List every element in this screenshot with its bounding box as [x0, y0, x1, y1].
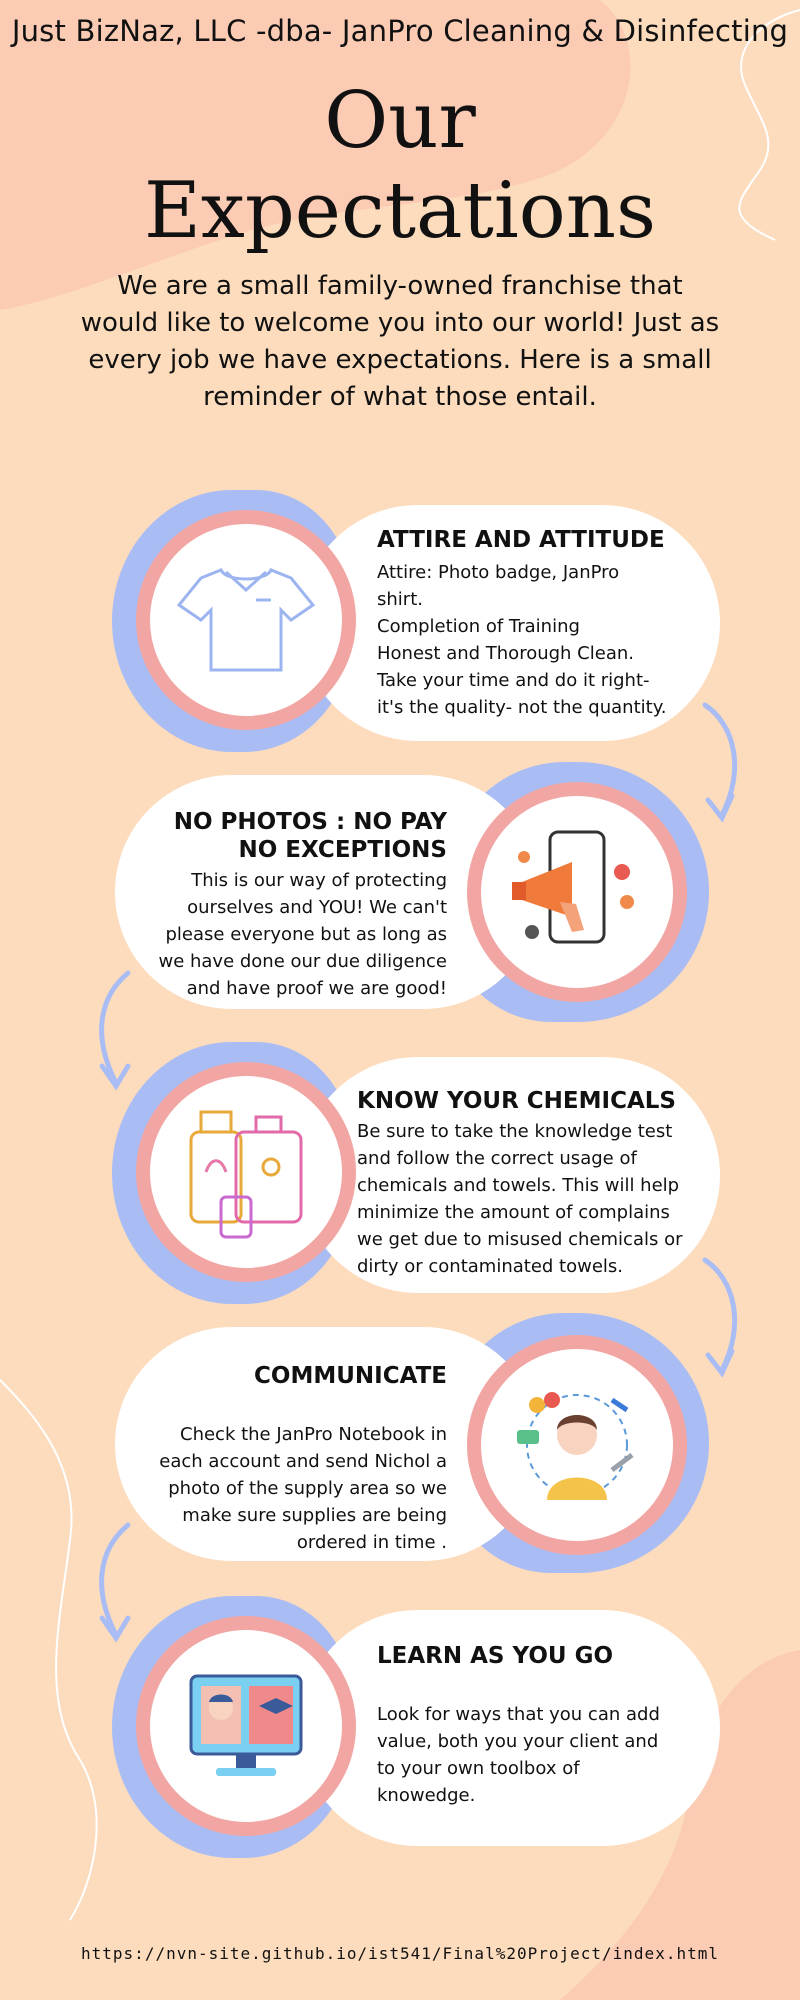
chemical-bottles-icon [189, 1110, 303, 1239]
heading-line: NO EXCEPTIONS [238, 837, 448, 863]
section-card [300, 505, 720, 741]
icon-ring [467, 782, 687, 1002]
section-card [300, 1057, 720, 1293]
title-line-1: Our [324, 76, 476, 166]
section-body: This is our way of protecting ourselves … [158, 870, 447, 999]
section-body: Look for ways that you can add value, bo… [377, 1704, 660, 1806]
curved-arrow-icon [702, 702, 738, 823]
curved-arrow-icon [702, 1257, 738, 1378]
section-body: Attire: Photo badge, JanPro shirt. Compl… [377, 559, 667, 721]
section-heading: COMMUNICATE [254, 1363, 447, 1389]
icon-ring [136, 1062, 356, 1282]
section-heading: KNOW YOUR CHEMICALS [357, 1088, 676, 1114]
communication-person-icon [517, 1392, 634, 1500]
heading-line: NO PHOTOS : NO PAY [173, 809, 447, 835]
intro-paragraph: We are a small family-owned franchise th… [80, 271, 720, 412]
icon-ring [136, 1616, 356, 1836]
title-line-2: Expectations [143, 166, 657, 256]
body-line: Completion of Training [377, 616, 580, 637]
section-card [300, 1610, 720, 1846]
curved-arrow-icon [99, 1522, 131, 1643]
body-line: Honest and Thorough Clean. [377, 643, 634, 664]
curved-arrow-icon [99, 970, 131, 1091]
section-body: Be sure to take the knowledge test and f… [357, 1121, 683, 1277]
online-learning-icon [189, 1674, 303, 1776]
body-line: Take your time and do it right- it's the… [377, 670, 667, 718]
section-heading: ATTIRE AND ATTITUDE [377, 527, 665, 553]
section-heading: LEARN AS YOU GO [377, 1643, 614, 1669]
page-title: Our Expectations [0, 76, 800, 256]
icon-ring [467, 1335, 687, 1555]
shirt-icon [176, 568, 316, 672]
body-line: Attire: Photo badge, JanPro shirt. [377, 562, 620, 610]
icon-ring [136, 510, 356, 730]
section-body: Check the JanPro Notebook in each accoun… [159, 1424, 447, 1553]
footer-url-link[interactable]: https://nvn-site.github.io/ist541/Final%… [81, 1944, 719, 1963]
company-name: Just BizNaz, LLC -dba- JanPro Cleaning &… [11, 14, 789, 48]
section-heading: NO PHOTOS : NO PAY NO EXCEPTIONS [150, 808, 447, 864]
megaphone-phone-icon [512, 830, 634, 944]
